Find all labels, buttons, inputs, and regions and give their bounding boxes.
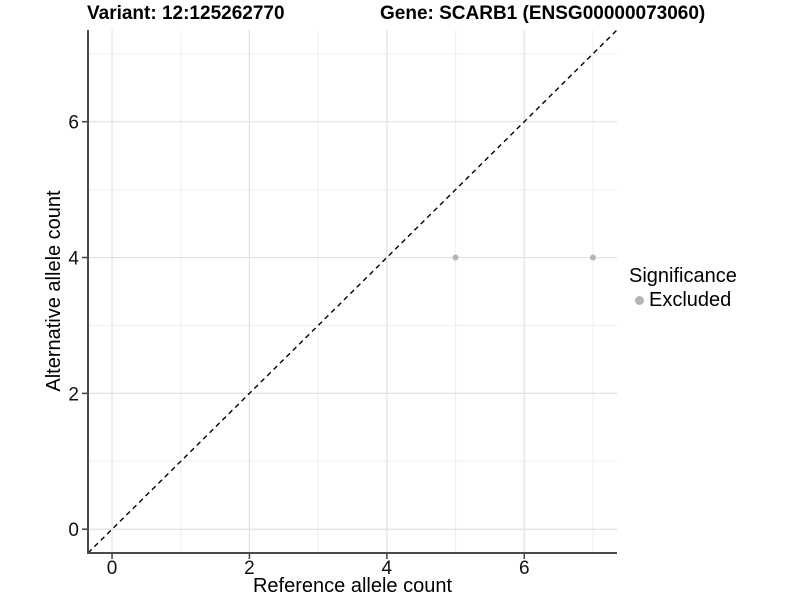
data-point: [589, 254, 596, 261]
x-tick-label: 2: [244, 558, 255, 579]
identity-dashed-line: [87, 29, 618, 554]
x-axis-title: Reference allele count: [252, 575, 452, 597]
x-tick-label: 0: [107, 558, 118, 579]
plot-title-variant: Variant: 12:125262770: [87, 3, 285, 24]
legend: Significance Excluded: [629, 265, 737, 312]
legend-item-label: Excluded: [649, 289, 732, 311]
excluded-point-icon: [635, 296, 644, 305]
y-axis-title: Alternative allele count: [43, 190, 65, 392]
legend-item-excluded: Excluded: [629, 289, 737, 312]
x-tick-label: 4: [382, 558, 393, 579]
y-tick-label: 2: [68, 384, 79, 405]
y-tick-label: 6: [68, 113, 79, 134]
y-tick-label: 4: [68, 249, 79, 270]
y-tick-label: 0: [68, 520, 79, 541]
plot-title-gene: Gene: SCARB1 (ENSG00000073060): [380, 3, 706, 24]
legend-title: Significance: [629, 265, 737, 287]
x-tick-label: 6: [519, 558, 530, 579]
data-point: [452, 254, 459, 261]
